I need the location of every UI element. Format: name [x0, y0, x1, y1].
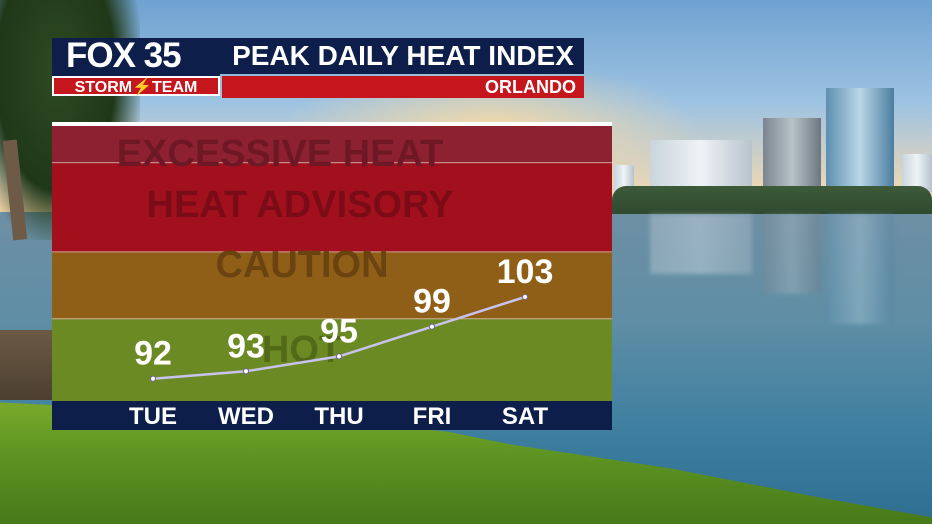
heat-index-chart: EXCESSIVE HEAT HEAT ADVISORY CAUTION HOT 92…: [52, 122, 612, 430]
chart-top-border: [52, 122, 612, 126]
day-label: FRI: [413, 403, 452, 430]
band-heat-advisory: [52, 163, 612, 253]
heat-bands: EXCESSIVE HEAT HEAT ADVISORY CAUTION HOT: [52, 126, 612, 401]
day-label: SAT: [502, 403, 549, 430]
band-label: EXCESSIVE HEAT: [117, 133, 444, 175]
band-label: CAUTION: [215, 244, 388, 286]
building: [763, 118, 821, 192]
day-label: WED: [218, 403, 274, 430]
building: [650, 140, 752, 192]
day-labels: TUE WED THU FRI SAT: [129, 403, 548, 430]
building: [826, 88, 894, 194]
building-reflection: [826, 214, 894, 324]
data-point: [242, 368, 250, 375]
data-point: [521, 293, 529, 301]
data-point: [335, 353, 343, 360]
logo-text: FOX 35: [66, 36, 182, 75]
value-label: 93: [227, 327, 265, 365]
shoreline: [0, 330, 60, 400]
day-label: TUE: [129, 403, 177, 430]
value-label: 92: [134, 335, 172, 373]
tree-line: [612, 186, 932, 214]
data-points: [149, 293, 529, 382]
band-hot: [52, 319, 612, 401]
data-point: [149, 375, 157, 382]
page-title: PEAK DAILY HEAT INDEX: [232, 40, 574, 71]
band-separator: [52, 318, 612, 321]
value-label: 103: [497, 253, 554, 291]
band-excessive-heat: [52, 126, 612, 164]
building-reflection: [763, 214, 821, 294]
band-caution: [52, 252, 612, 320]
value-label: 99: [413, 283, 451, 321]
day-label: THU: [314, 403, 363, 430]
building: [902, 154, 932, 192]
day-axis-bar: [52, 401, 612, 430]
fox35-logo: FOX 35 STORM⚡TEAM: [52, 36, 220, 96]
band-label: HOT: [262, 329, 342, 371]
location-label: ORLANDO: [222, 76, 584, 98]
band-label: HEAT ADVISORY: [147, 184, 454, 226]
storm-team-badge: STORM⚡TEAM: [52, 76, 220, 96]
building-reflection: [650, 214, 752, 274]
value-label: 95: [320, 312, 358, 350]
data-point: [428, 323, 436, 330]
value-labels: 92 93 95 99 103: [134, 253, 553, 373]
